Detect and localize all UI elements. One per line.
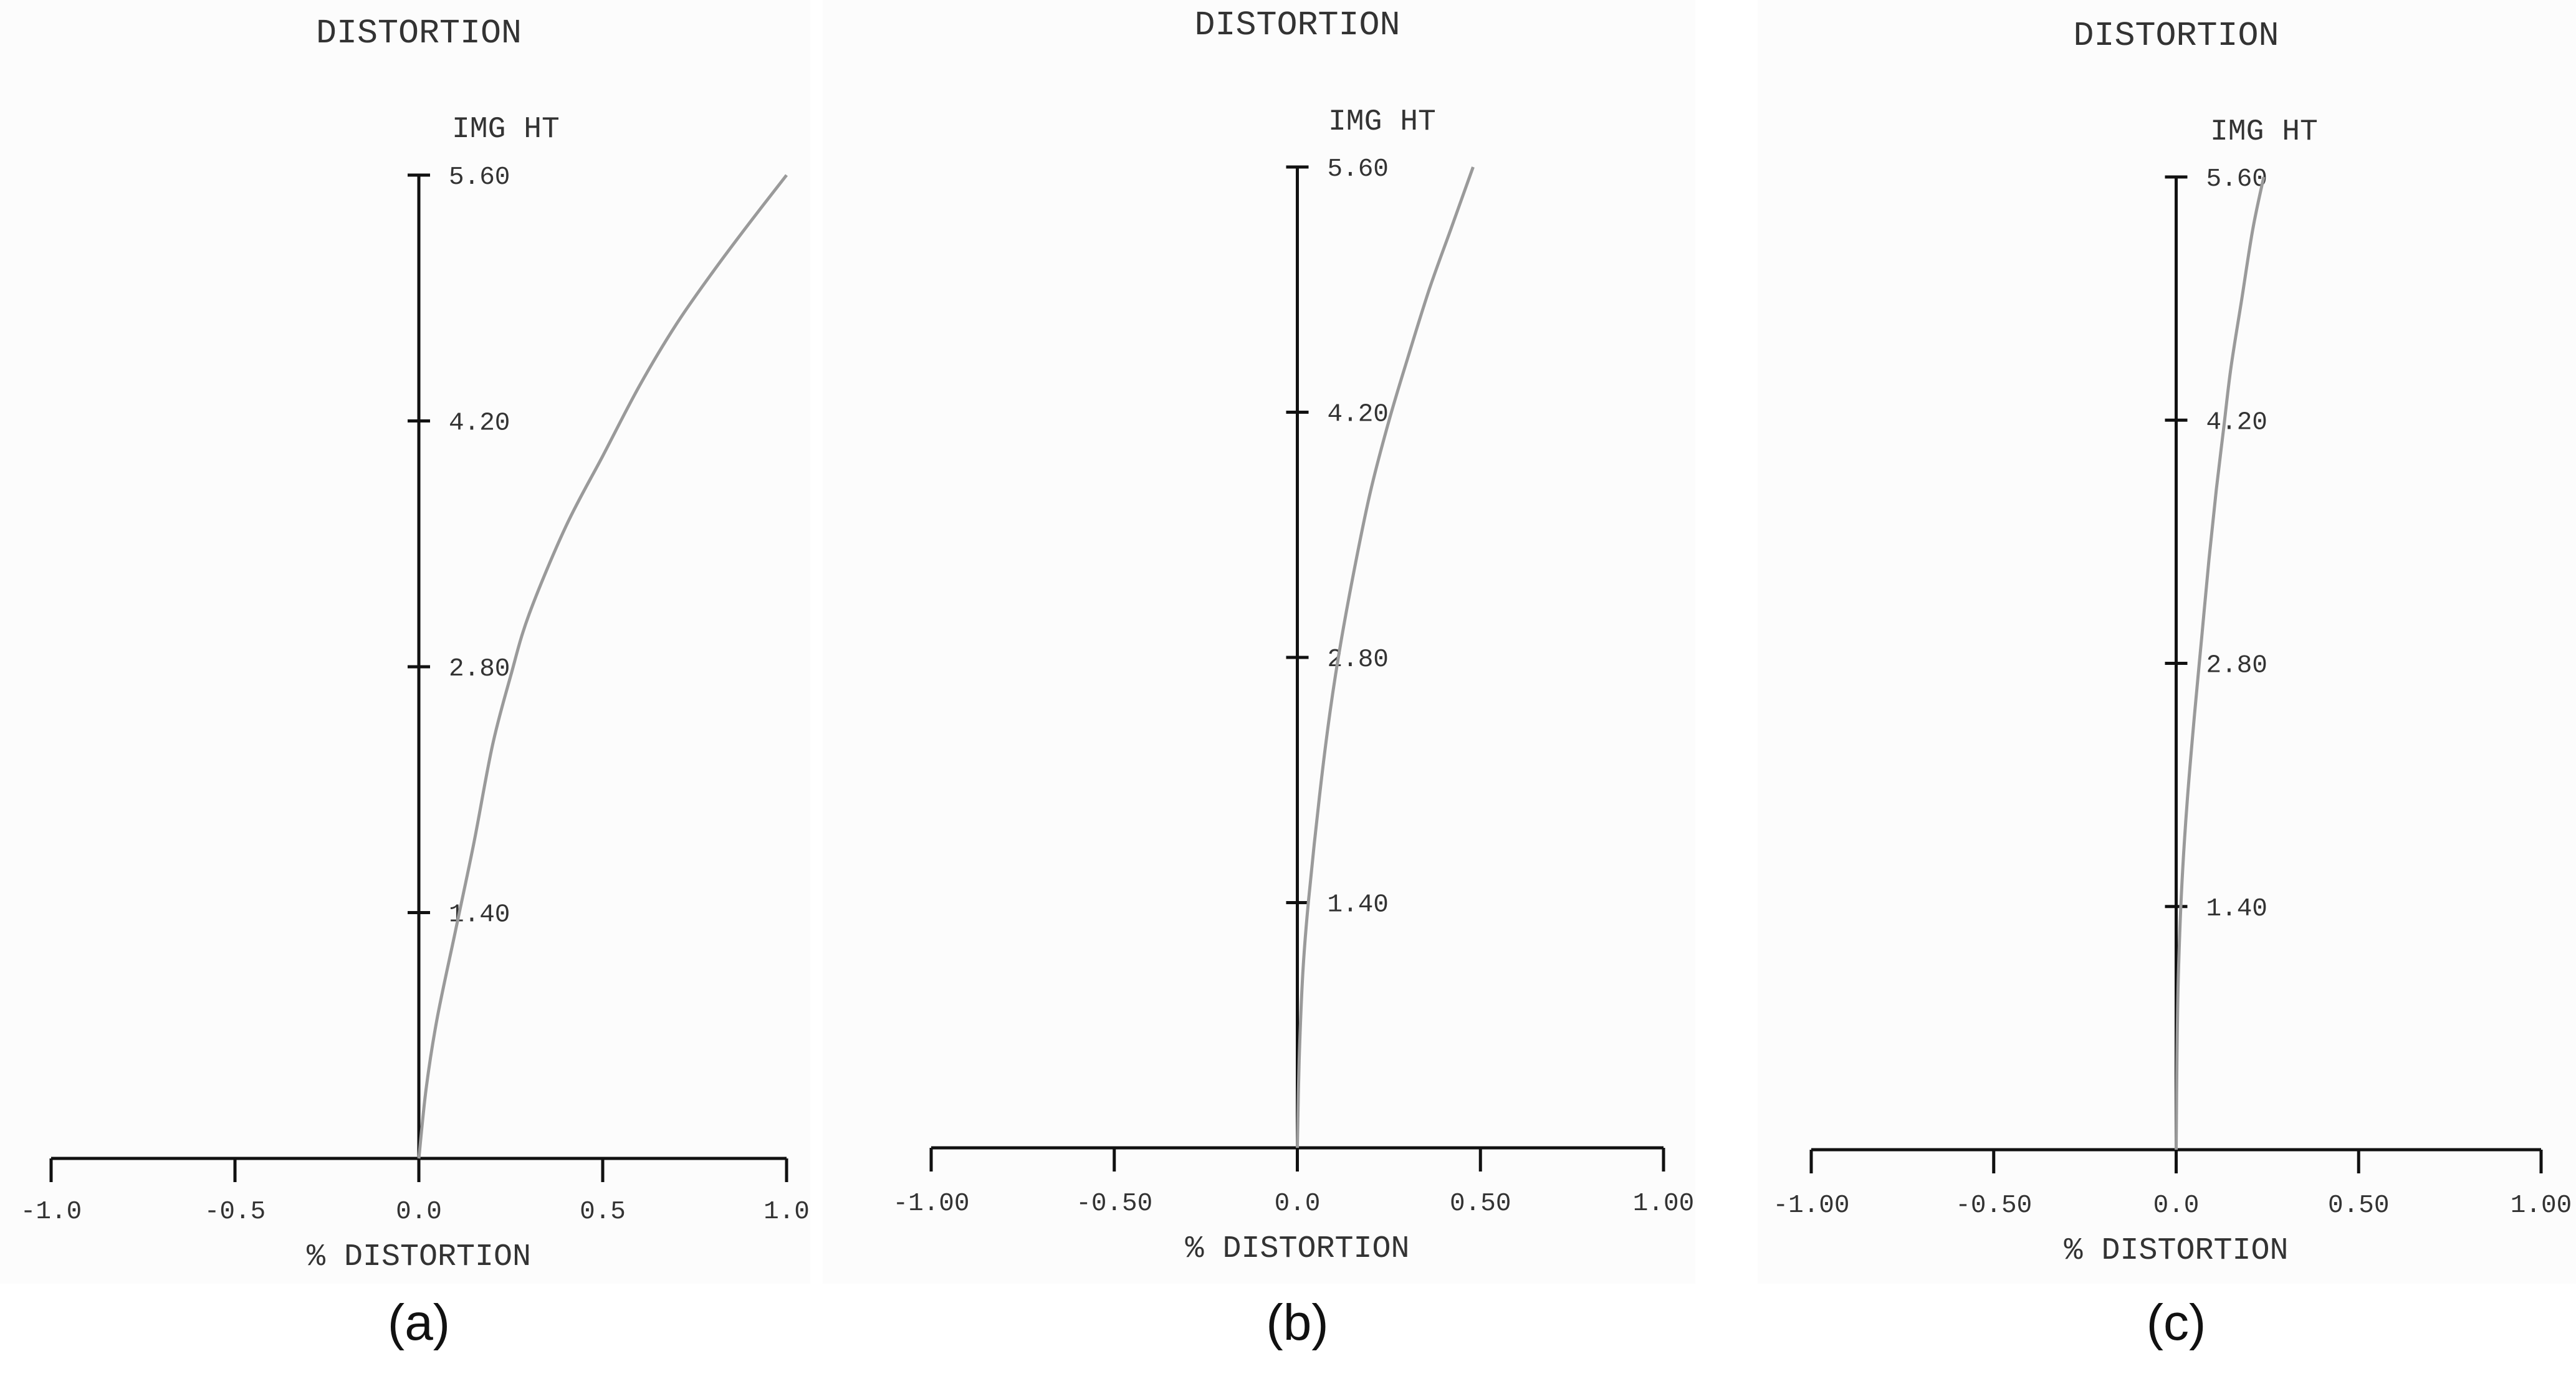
x-tick-label: -1.00 <box>1773 1191 1849 1220</box>
y-tick-label: 5.60 <box>2206 165 2267 194</box>
x-tick-label: 0.0 <box>2153 1191 2200 1220</box>
chart-title: DISTORTION <box>316 14 522 53</box>
chart-title: DISTORTION <box>2073 16 2279 55</box>
y-tick-label: 5.60 <box>1328 155 1389 184</box>
x-axis-label: % DISTORTION <box>307 1239 531 1275</box>
panel-caption: (b) <box>1266 1294 1328 1351</box>
x-tick-label: -0.50 <box>1076 1190 1152 1218</box>
y-tick-label: 1.40 <box>1328 891 1389 920</box>
y-tick-label: 4.20 <box>449 409 510 438</box>
chart-panel-background <box>0 0 810 1284</box>
y-tick-label: 2.80 <box>449 655 510 684</box>
y-axis-label: IMG HT <box>452 113 560 146</box>
y-tick-label: 1.40 <box>2206 895 2267 923</box>
x-tick-label: 0.50 <box>1450 1190 1511 1218</box>
y-axis-label: IMG HT <box>2210 115 2318 149</box>
x-tick-label: 0.50 <box>2328 1191 2389 1220</box>
x-tick-label: -1.0 <box>21 1198 82 1226</box>
x-axis-label: % DISTORTION <box>1185 1231 1409 1267</box>
x-tick-label: -0.50 <box>1955 1191 2032 1220</box>
panel-caption: (c) <box>2147 1294 2206 1351</box>
chart-panel-background <box>823 0 1695 1284</box>
x-axis-label: % DISTORTION <box>2064 1233 2288 1269</box>
distortion-curve <box>2175 176 2266 1150</box>
x-tick-label: -0.5 <box>204 1198 266 1226</box>
distortion-curve <box>417 174 788 1159</box>
x-tick-label: 0.0 <box>396 1198 442 1226</box>
x-tick-label: 1.0 <box>764 1198 810 1226</box>
distortion-curve <box>1296 166 1475 1148</box>
y-tick-label: 5.60 <box>449 163 510 192</box>
y-tick-label: 4.20 <box>2206 408 2267 437</box>
y-tick-label: 2.80 <box>2206 652 2267 680</box>
x-tick-label: 0.5 <box>580 1198 626 1226</box>
x-tick-label: 0.0 <box>1275 1190 1321 1218</box>
y-tick-label: 4.20 <box>1328 401 1389 429</box>
x-tick-label: 1.00 <box>2511 1191 2572 1220</box>
y-axis-label: IMG HT <box>1328 105 1436 139</box>
x-tick-label: 1.00 <box>1633 1190 1694 1218</box>
chart-title: DISTORTION <box>1194 6 1400 45</box>
distortion-chart-3: DISTORTION IMG HT 1.40 2.80 4.20 5.60 -1.00 -0.… <box>1758 0 2576 1351</box>
x-tick-label: -1.00 <box>893 1190 969 1218</box>
panel-caption: (a) <box>388 1294 450 1351</box>
chart-panel-background <box>1758 0 2576 1284</box>
